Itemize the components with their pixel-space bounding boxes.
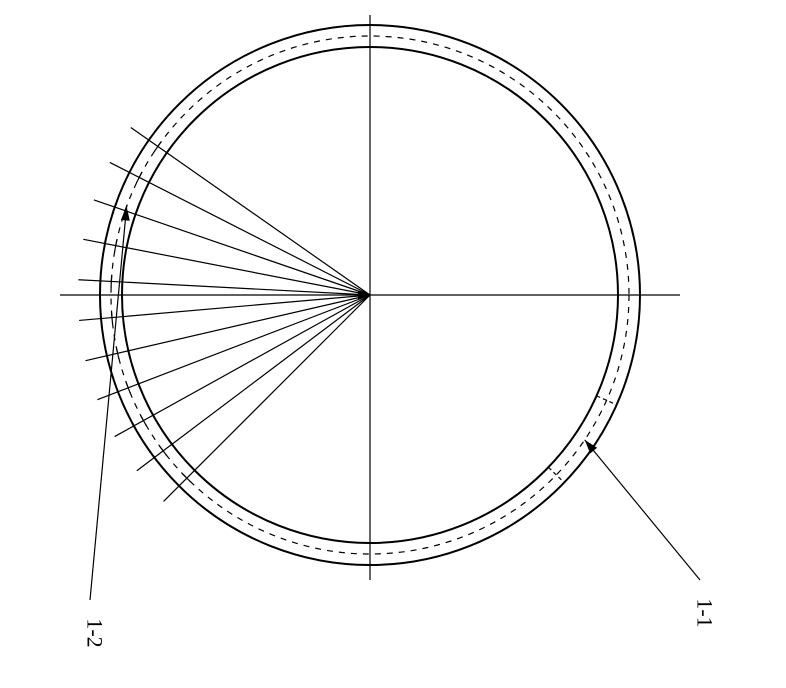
ring-diagram — [0, 0, 786, 688]
label-1-1: 1-1 — [692, 598, 718, 627]
label-1-2: 1-2 — [82, 618, 108, 647]
